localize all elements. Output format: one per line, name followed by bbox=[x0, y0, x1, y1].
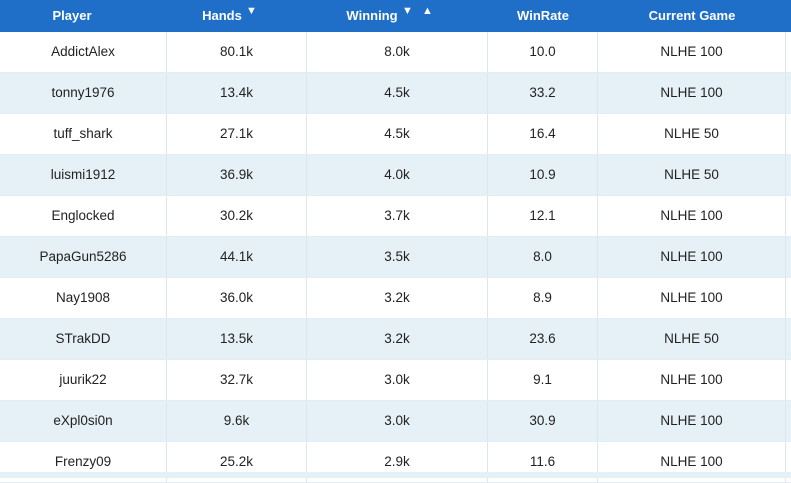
winrate-value: 9.1 bbox=[488, 360, 598, 400]
row-edge bbox=[786, 155, 791, 195]
current-game-value: NLHE 100 bbox=[598, 196, 786, 236]
winrate-value: 16.4 bbox=[488, 114, 598, 154]
player-name[interactable]: Nay1908 bbox=[0, 278, 167, 318]
row-edge bbox=[786, 196, 791, 236]
player-name[interactable]: STrakDD bbox=[0, 319, 167, 359]
table-body: AddictAlex 80.1k 8.0k 10.0 NLHE 100 tonn… bbox=[0, 32, 791, 483]
row-edge bbox=[786, 319, 791, 359]
winning-value: 3.5k bbox=[307, 237, 488, 277]
hands-value: 36.0k bbox=[167, 278, 307, 318]
winrate-value: 8.0 bbox=[488, 237, 598, 277]
player-name[interactable]: PapaGun5286 bbox=[0, 237, 167, 277]
table-row[interactable]: eXpl0si0n 9.6k 3.0k 30.9 NLHE 100 bbox=[0, 401, 791, 442]
winrate-value: 10.9 bbox=[488, 155, 598, 195]
column-header-hands[interactable]: Hands bbox=[202, 8, 242, 23]
winrate-value: 10.0 bbox=[488, 32, 598, 72]
winning-value: 2.9k bbox=[307, 442, 488, 482]
column-header-winrate[interactable]: WinRate bbox=[517, 8, 569, 23]
winning-value: 4.5k bbox=[307, 73, 488, 113]
row-edge bbox=[786, 32, 791, 72]
winning-value: 8.0k bbox=[307, 32, 488, 72]
current-game-value: NLHE 100 bbox=[598, 401, 786, 441]
table-row[interactable]: Nay1908 36.0k 3.2k 8.9 NLHE 100 bbox=[0, 278, 791, 319]
row-edge bbox=[786, 278, 791, 318]
hands-value: 80.1k bbox=[167, 32, 307, 72]
hands-value: 25.2k bbox=[167, 442, 307, 482]
player-name[interactable]: Frenzy09 bbox=[0, 442, 167, 482]
current-game-value: NLHE 50 bbox=[598, 155, 786, 195]
hands-value: 13.4k bbox=[167, 73, 307, 113]
current-game-value: NLHE 100 bbox=[598, 32, 786, 72]
row-edge bbox=[786, 114, 791, 154]
sort-desc-icon[interactable]: ▼ bbox=[246, 5, 257, 17]
column-header-player[interactable]: Player bbox=[52, 8, 92, 23]
table-row[interactable]: Englocked 30.2k 3.7k 12.1 NLHE 100 bbox=[0, 196, 791, 237]
winning-value: 3.0k bbox=[307, 401, 488, 441]
table-row-partial bbox=[0, 472, 791, 478]
current-game-value: NLHE 100 bbox=[598, 278, 786, 318]
player-name[interactable]: tonny1976 bbox=[0, 73, 167, 113]
winrate-value: 12.1 bbox=[488, 196, 598, 236]
hands-value: 30.2k bbox=[167, 196, 307, 236]
winning-value: 3.2k bbox=[307, 319, 488, 359]
winrate-value: 11.6 bbox=[488, 442, 598, 482]
sort-asc-icon[interactable]: ▲ bbox=[422, 5, 433, 17]
winning-value: 4.5k bbox=[307, 114, 488, 154]
winrate-value: 30.9 bbox=[488, 401, 598, 441]
sort-desc-icon[interactable]: ▼ bbox=[402, 5, 413, 17]
player-name[interactable]: eXpl0si0n bbox=[0, 401, 167, 441]
current-game-value: NLHE 100 bbox=[598, 442, 786, 482]
table-row[interactable]: luismi1912 36.9k 4.0k 10.9 NLHE 50 bbox=[0, 155, 791, 196]
player-name[interactable]: luismi1912 bbox=[0, 155, 167, 195]
table-row[interactable]: AddictAlex 80.1k 8.0k 10.0 NLHE 100 bbox=[0, 32, 791, 73]
table-row[interactable]: tonny1976 13.4k 4.5k 33.2 NLHE 100 bbox=[0, 73, 791, 114]
table-row[interactable]: juurik22 32.7k 3.0k 9.1 NLHE 100 bbox=[0, 360, 791, 401]
winning-value: 3.0k bbox=[307, 360, 488, 400]
table-row[interactable]: STrakDD 13.5k 3.2k 23.6 NLHE 50 bbox=[0, 319, 791, 360]
table-row[interactable]: tuff_shark 27.1k 4.5k 16.4 NLHE 50 bbox=[0, 114, 791, 155]
hands-value: 27.1k bbox=[167, 114, 307, 154]
column-header-current-game[interactable]: Current Game bbox=[648, 8, 736, 23]
player-name[interactable]: Englocked bbox=[0, 196, 167, 236]
winning-value: 3.2k bbox=[307, 278, 488, 318]
winrate-value: 23.6 bbox=[488, 319, 598, 359]
winrate-value: 33.2 bbox=[488, 73, 598, 113]
row-edge bbox=[786, 237, 791, 277]
player-name[interactable]: juurik22 bbox=[0, 360, 167, 400]
column-header-winning[interactable]: Winning bbox=[346, 8, 398, 23]
hands-value: 9.6k bbox=[167, 401, 307, 441]
hands-value: 13.5k bbox=[167, 319, 307, 359]
hands-value: 36.9k bbox=[167, 155, 307, 195]
hands-value: 32.7k bbox=[167, 360, 307, 400]
row-edge bbox=[786, 360, 791, 400]
winrate-value: 8.9 bbox=[488, 278, 598, 318]
winning-value: 3.7k bbox=[307, 196, 488, 236]
current-game-value: NLHE 50 bbox=[598, 319, 786, 359]
current-game-value: NLHE 100 bbox=[598, 237, 786, 277]
current-game-value: NLHE 100 bbox=[598, 360, 786, 400]
current-game-value: NLHE 50 bbox=[598, 114, 786, 154]
winning-value: 4.0k bbox=[307, 155, 488, 195]
table-header: Player Hands ▼ Winning ▼ ▲ WinRate Curre… bbox=[0, 0, 791, 33]
row-edge bbox=[786, 73, 791, 113]
player-name[interactable]: AddictAlex bbox=[0, 32, 167, 72]
current-game-value: NLHE 100 bbox=[598, 73, 786, 113]
row-edge bbox=[786, 401, 791, 441]
table-row[interactable]: PapaGun5286 44.1k 3.5k 8.0 NLHE 100 bbox=[0, 237, 791, 278]
hands-value: 44.1k bbox=[167, 237, 307, 277]
player-name[interactable]: tuff_shark bbox=[0, 114, 167, 154]
